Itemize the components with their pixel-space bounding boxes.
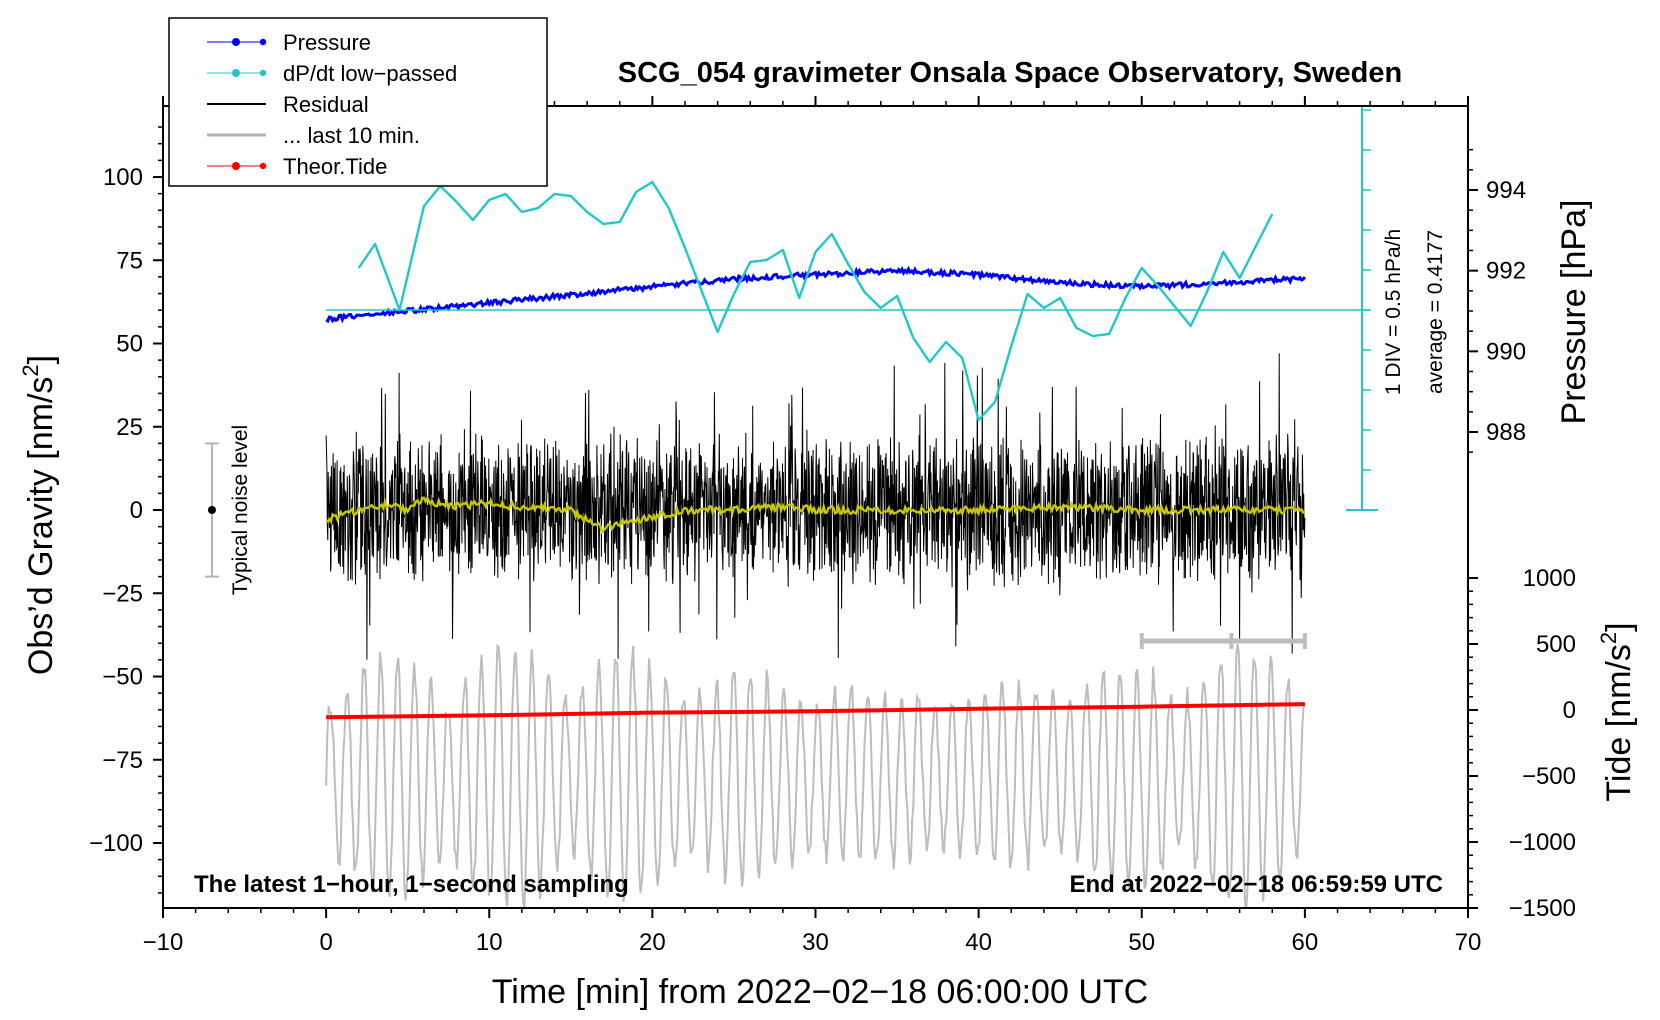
chart-title: SCG_054 gravimeter Onsala Space Observat…	[618, 57, 1402, 89]
y-tick-label-gravity: 0	[130, 497, 143, 524]
x-tick-label: 20	[639, 929, 666, 956]
y-tick-label-pressure: 990	[1486, 338, 1526, 365]
noise-level-dot	[207, 506, 216, 514]
y-tick-label-pressure: 988	[1486, 419, 1526, 446]
dpdt-scale-label: 1 DIV = 0.5 hPa/h	[1382, 229, 1405, 395]
legend-marker	[259, 69, 267, 77]
x-tick-label: −10	[143, 929, 184, 956]
x-tick-label: 70	[1455, 929, 1482, 956]
legend-box	[168, 17, 548, 187]
legend-marker	[232, 38, 240, 46]
legend-marker	[232, 162, 240, 170]
x-tick-label: 50	[1128, 929, 1155, 956]
dpdt-average-label: average = 0.4177	[1424, 230, 1447, 394]
bottom-right-note: End at 2022−02−18 06:59:59 UTC	[1069, 871, 1443, 898]
y-tick-label-gravity: 50	[116, 331, 143, 358]
y-tick-label-gravity: −50	[102, 664, 143, 691]
pressure-line	[325, 265, 1307, 324]
y-tick-label-gravity: 25	[116, 414, 143, 441]
legend-marker	[232, 69, 240, 77]
bottom-left-note: The latest 1−hour, 1−second sampling	[194, 871, 629, 898]
x-tick-label: 60	[1292, 929, 1319, 956]
y-axis-label-gravity: Obs’d Gravity [nm/s2]	[18, 355, 60, 675]
x-tick-label: 0	[319, 929, 332, 956]
legend: Pressure dP/dt low−passed Residual ... last…	[168, 17, 548, 187]
legend-label: Theor.Tide	[283, 154, 387, 179]
y-tick-label-tide: −1000	[1509, 829, 1576, 856]
y-tick-label-gravity: −100	[89, 830, 143, 857]
legend-label: dP/dt low−passed	[283, 61, 457, 86]
y-tick-label-gravity: 100	[103, 164, 143, 191]
x-tick-label: 10	[476, 929, 503, 956]
y-tick-label-tide: −500	[1522, 763, 1576, 790]
y-tick-label-pressure: 992	[1486, 258, 1526, 285]
legend-marker	[259, 38, 267, 46]
y-tick-label-gravity: −75	[102, 747, 143, 774]
dpdt-line	[357, 180, 1274, 422]
legend-label: Residual	[283, 92, 369, 117]
y-axis-label-pressure: Pressure [hPa]	[1555, 200, 1593, 425]
y-tick-label-tide: 0	[1563, 697, 1576, 724]
last-10-min-line	[325, 643, 1306, 908]
y-tick-label-gravity: 75	[116, 247, 143, 274]
legend-label: Pressure	[283, 30, 371, 55]
x-tick-label: 30	[802, 929, 829, 956]
y-tick-label-tide: −1500	[1509, 895, 1576, 922]
noise-level-label: Typical noise level	[229, 425, 252, 595]
y-tick-label-pressure: 994	[1486, 177, 1526, 204]
plot-area	[204, 106, 1378, 908]
legend-marker	[259, 162, 267, 170]
theoretical-tide-line	[326, 702, 1305, 720]
y-tick-label-tide: 500	[1536, 631, 1576, 658]
residual-line	[325, 353, 1306, 660]
x-tick-label: 40	[965, 929, 992, 956]
smoothed-residual-line	[325, 495, 1305, 535]
x-axis-label: Time [min] from 2022−02−18 06:00:00 UTC	[492, 973, 1148, 1011]
y-axis-label-tide: Tide [nm/s2]	[1596, 622, 1638, 801]
y-tick-label-tide: 1000	[1523, 565, 1576, 592]
y-tick-label-gravity: −25	[102, 580, 143, 607]
legend-label: ... last 10 min.	[283, 123, 420, 148]
